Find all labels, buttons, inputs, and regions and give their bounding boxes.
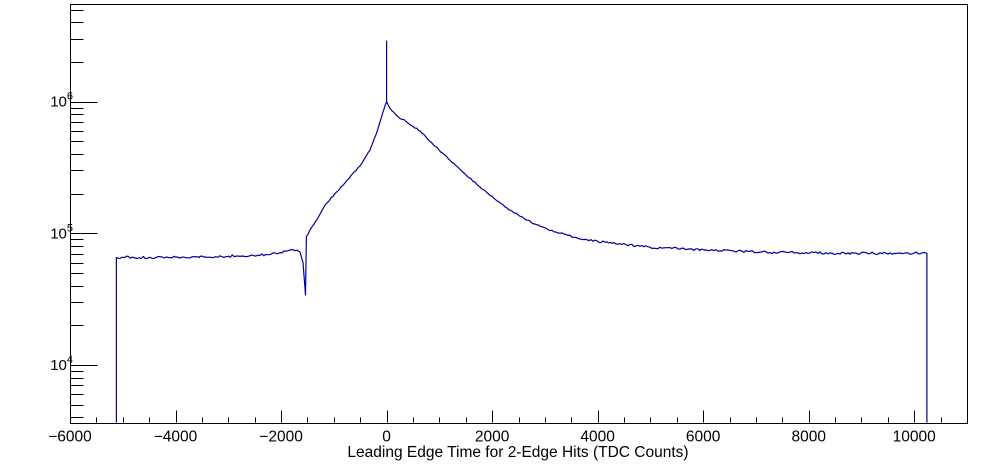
x-tick-label-7: 8000 — [791, 429, 826, 446]
x-tick-label-0: −6000 — [48, 429, 92, 446]
y-tick-label-5: 105 — [50, 222, 73, 242]
x-axis-title: Leading Edge Time for 2-Edge Hits (TDC C… — [347, 444, 689, 461]
x-tick-label-8: 10000 — [893, 429, 936, 446]
plot-frame — [70, 4, 968, 424]
x-tick-label-1: −4000 — [154, 429, 198, 446]
x-tick-label-2: −2000 — [259, 429, 303, 446]
x-tick-label-5: 4000 — [580, 429, 615, 446]
x-tick-label-4: 2000 — [475, 429, 510, 446]
y-tick-label-4: 104 — [50, 354, 73, 374]
y-tick-label-6: 106 — [50, 91, 73, 111]
x-tick-label-6: 6000 — [686, 429, 721, 446]
histogram-line — [115, 101, 928, 423]
x-tick-label-3: 0 — [382, 429, 391, 446]
